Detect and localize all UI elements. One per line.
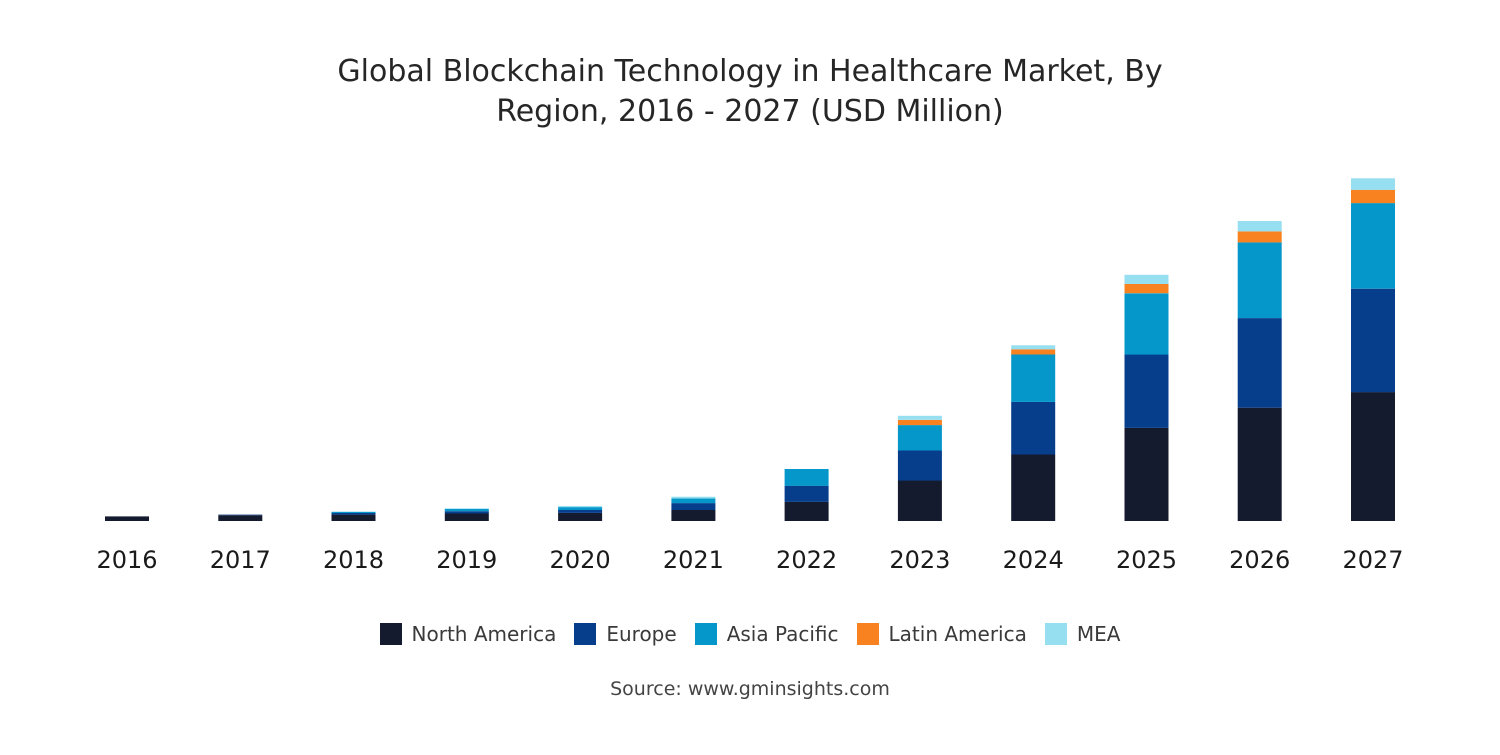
bar-2027-mea bbox=[1351, 178, 1395, 190]
bar-2024-mea bbox=[1011, 345, 1056, 350]
bar-2026-north-america bbox=[1237, 407, 1282, 521]
source-note: Source: www.gminsights.com bbox=[610, 678, 890, 700]
bar-2022-asia-pacific bbox=[784, 469, 829, 486]
bar-2024-north-america bbox=[1011, 454, 1056, 521]
x-tick-label: 2027 bbox=[1342, 546, 1403, 574]
bar-2026-asia-pacific bbox=[1237, 242, 1282, 319]
bar-2027-asia-pacific bbox=[1351, 203, 1395, 289]
x-tick-label: 2022 bbox=[776, 546, 837, 574]
legend-swatch bbox=[856, 623, 879, 645]
bar-2021-north-america bbox=[671, 510, 716, 521]
bar-2019-mea bbox=[444, 508, 489, 509]
legend-label: Europe bbox=[606, 622, 677, 646]
bar-2022-europe bbox=[784, 485, 829, 502]
bar-2024-asia-pacific bbox=[1011, 354, 1056, 402]
x-tick-label: 2020 bbox=[550, 546, 611, 574]
bar-2017-europe bbox=[218, 514, 263, 516]
legend-label: North America bbox=[411, 622, 557, 646]
legend-item-asia-pacific: Asia Pacific bbox=[694, 622, 839, 646]
bar-2027-europe bbox=[1351, 288, 1395, 393]
bar-2020-europe bbox=[558, 510, 603, 513]
bar-2017-north-america bbox=[218, 515, 263, 521]
legend: North America Europe Asia Pacific Latin Ame… bbox=[0, 622, 1500, 646]
bar-2023-asia-pacific bbox=[897, 425, 942, 451]
chart-title: Global Blockchain Technology in Healthca… bbox=[250, 52, 1250, 132]
legend-item-latin-america: Latin America bbox=[856, 622, 1027, 646]
legend-swatch bbox=[379, 623, 402, 645]
chart-title-line-1: Global Blockchain Technology in Healthca… bbox=[337, 54, 1163, 89]
bar-2027-north-america bbox=[1351, 392, 1395, 521]
legend-swatch bbox=[1044, 623, 1067, 645]
bar-2025-mea bbox=[1124, 274, 1169, 284]
bar-2019-europe bbox=[444, 511, 489, 514]
bar-2018-north-america bbox=[331, 514, 376, 521]
bar-2018-asia-pacific bbox=[331, 511, 376, 513]
bar-2026-europe bbox=[1237, 318, 1282, 408]
x-tick-label: 2019 bbox=[436, 546, 497, 574]
bar-2024-europe bbox=[1011, 401, 1056, 455]
x-tick-label: 2018 bbox=[323, 546, 384, 574]
x-tick-label: 2026 bbox=[1229, 546, 1290, 574]
x-tick-label: 2023 bbox=[889, 546, 950, 574]
bar-2023-mea bbox=[897, 415, 942, 420]
x-tick-label: 2021 bbox=[663, 546, 724, 574]
bar-2023-latin-america bbox=[897, 419, 942, 426]
bar-2016-north-america bbox=[105, 516, 149, 521]
bar-2022-north-america bbox=[784, 501, 829, 521]
legend-label: Latin America bbox=[888, 622, 1027, 646]
bar-2019-north-america bbox=[444, 513, 489, 521]
legend-item-europe: Europe bbox=[574, 622, 677, 646]
bar-2026-latin-america bbox=[1237, 231, 1282, 243]
legend-swatch bbox=[574, 623, 597, 645]
bar-2025-latin-america bbox=[1124, 284, 1169, 294]
x-tick-label: 2017 bbox=[210, 546, 271, 574]
bar-2023-europe bbox=[897, 450, 942, 481]
bar-2025-europe bbox=[1124, 354, 1169, 428]
plot-area: 2016 2017 2018 2019 2020 2021 2022 2023 2024 2025… bbox=[96, 178, 1404, 574]
legend-swatch bbox=[694, 623, 717, 645]
bar-2020-north-america bbox=[558, 512, 603, 521]
bar-2019-asia-pacific bbox=[444, 508, 489, 512]
bar-2021-asia-pacific bbox=[671, 498, 716, 504]
bar-2025-north-america bbox=[1124, 427, 1169, 521]
legend-label: MEA bbox=[1076, 622, 1121, 646]
bar-2023-north-america bbox=[897, 480, 942, 521]
x-tick-label: 2016 bbox=[96, 546, 157, 574]
bar-2021-mea bbox=[671, 496, 716, 499]
x-tick-label: 2025 bbox=[1116, 546, 1177, 574]
legend-label: Asia Pacific bbox=[726, 622, 839, 646]
x-tick-label: 2024 bbox=[1003, 546, 1064, 574]
legend-item-north-america: North America bbox=[379, 622, 557, 646]
bar-2020-mea bbox=[558, 506, 603, 508]
bar-2024-latin-america bbox=[1011, 349, 1056, 355]
bar-2020-asia-pacific bbox=[558, 507, 603, 510]
bar-2025-asia-pacific bbox=[1124, 293, 1169, 355]
bar-2026-mea bbox=[1237, 221, 1282, 232]
bar-2021-europe bbox=[671, 503, 716, 510]
chart-title-line-2: Region, 2016 - 2027 (USD Million) bbox=[496, 94, 1004, 129]
legend-item-mea: MEA bbox=[1044, 622, 1121, 646]
bar-2027-latin-america bbox=[1351, 189, 1395, 204]
bar-2018-europe bbox=[331, 512, 376, 515]
